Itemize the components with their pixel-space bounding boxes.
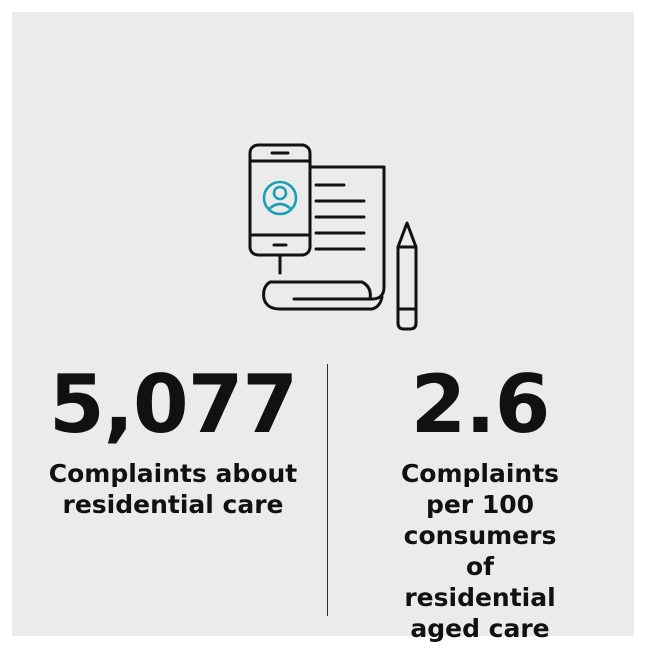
stat-caption: Complaints per 100 consumers of resident… — [400, 459, 560, 643]
column-divider — [327, 364, 328, 616]
stat-complaints-rate: 2.6 Complaints per 100 consumers of resi… — [338, 350, 622, 644]
stat-caption: Complaints about residential care — [48, 459, 298, 519]
stat-value: 5,077 — [48, 358, 298, 451]
stat-value: 2.6 — [410, 358, 551, 451]
infographic-panel: 5,077 Complaints about residential care … — [12, 12, 634, 643]
phone-document-pencil-icon — [232, 137, 432, 337]
stat-complaints-total: 5,077 Complaints about residential care — [28, 350, 318, 520]
